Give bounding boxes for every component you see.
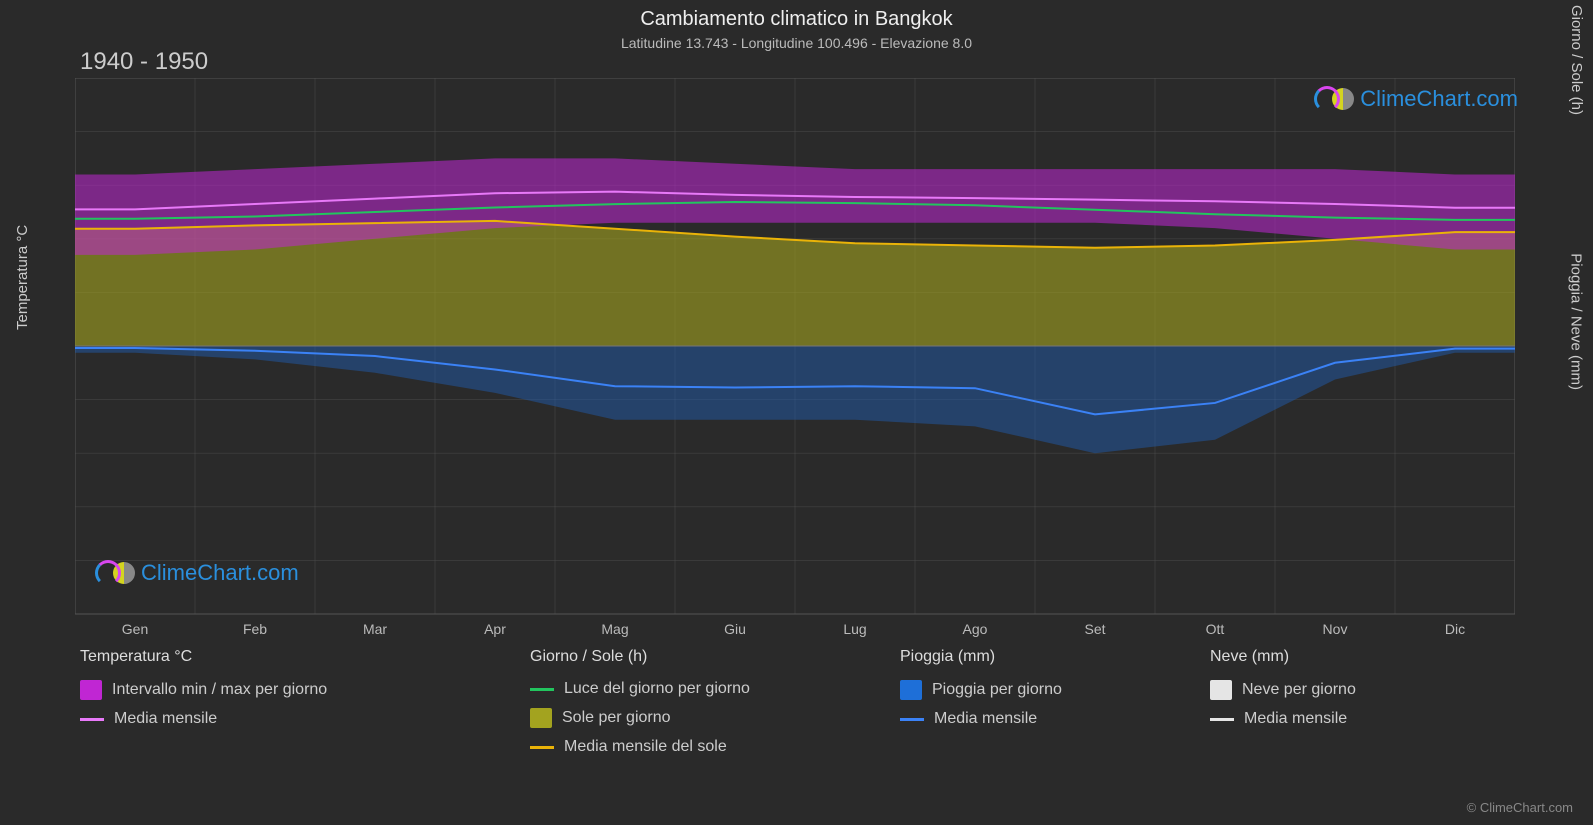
legend-column: Pioggia (mm) Pioggia per giorno Media mens…: [900, 648, 1200, 756]
watermark-bottom: ClimeChart.com: [95, 560, 299, 586]
watermark-top: ClimeChart.com: [1314, 86, 1518, 112]
legend-item: Media mensile: [80, 710, 520, 728]
svg-text:Gen: Gen: [122, 621, 148, 637]
svg-text:Set: Set: [1084, 621, 1105, 637]
y-axis-left-label: Temperatura °C: [14, 225, 31, 330]
legend-label: Neve per giorno: [1242, 681, 1356, 699]
logo-c-icon: [95, 560, 121, 586]
svg-text:Dic: Dic: [1445, 621, 1465, 637]
chart-title: Cambiamento climatico in Bangkok: [0, 0, 1593, 31]
legend-line-icon: [530, 746, 554, 749]
legend-header: Pioggia (mm): [900, 648, 1200, 666]
svg-text:Ago: Ago: [963, 621, 988, 637]
legend-column: Neve (mm) Neve per giorno Media mensile: [1210, 648, 1510, 756]
legend-item: Media mensile: [1210, 710, 1510, 728]
legend-header: Neve (mm): [1210, 648, 1510, 666]
legend-header: Giorno / Sole (h): [530, 648, 890, 666]
legend-column: Giorno / Sole (h) Luce del giorno per gio…: [530, 648, 890, 756]
legend-header: Temperatura °C: [80, 648, 520, 666]
legend-swatch-icon: [80, 680, 102, 700]
y-axis-right-bottom-label: Pioggia / Neve (mm): [1568, 253, 1585, 390]
legend-line-icon: [530, 688, 554, 691]
svg-text:Mar: Mar: [363, 621, 387, 637]
legend-item: Sole per giorno: [530, 708, 890, 728]
legend-label: Media mensile: [934, 710, 1037, 728]
legend-line-icon: [80, 718, 104, 721]
y-axis-right-top-label: Giorno / Sole (h): [1568, 5, 1585, 115]
legend-label: Media mensile del sole: [564, 738, 727, 756]
legend-label: Sole per giorno: [562, 709, 671, 727]
svg-text:Giu: Giu: [724, 621, 746, 637]
svg-text:Mag: Mag: [601, 621, 628, 637]
legend-label: Intervallo min / max per giorno: [112, 681, 327, 699]
svg-text:Apr: Apr: [484, 621, 506, 637]
legend-label: Media mensile: [114, 710, 217, 728]
legend-item: Intervallo min / max per giorno: [80, 680, 520, 700]
legend-item: Media mensile: [900, 710, 1200, 728]
legend-item: Media mensile del sole: [530, 738, 890, 756]
legend-item: Neve per giorno: [1210, 680, 1510, 700]
legend-swatch-icon: [900, 680, 922, 700]
legend-line-icon: [1210, 718, 1234, 721]
svg-text:Lug: Lug: [843, 621, 866, 637]
svg-text:Ott: Ott: [1206, 621, 1225, 637]
legend: Temperatura °C Intervallo min / max per g…: [80, 648, 1520, 756]
watermark-text: ClimeChart.com: [141, 560, 299, 586]
period-label: 1940 - 1950: [80, 48, 208, 76]
watermark-text: ClimeChart.com: [1360, 86, 1518, 112]
chart-subtitle: Latitudine 13.743 - Longitudine 100.496 …: [0, 31, 1593, 51]
legend-label: Media mensile: [1244, 710, 1347, 728]
climate-chart-svg: -50-40-30-20-100102030405006121824010203…: [75, 78, 1515, 638]
legend-line-icon: [900, 718, 924, 721]
legend-label: Luce del giorno per giorno: [564, 680, 750, 698]
legend-swatch-icon: [530, 708, 552, 728]
legend-column: Temperatura °C Intervallo min / max per g…: [80, 648, 520, 756]
legend-item: Luce del giorno per giorno: [530, 680, 890, 698]
legend-swatch-icon: [1210, 680, 1232, 700]
chart-area: -50-40-30-20-100102030405006121824010203…: [75, 78, 1515, 614]
svg-text:Feb: Feb: [243, 621, 267, 637]
svg-text:Nov: Nov: [1323, 621, 1348, 637]
legend-label: Pioggia per giorno: [932, 681, 1062, 699]
copyright-text: © ClimeChart.com: [1467, 800, 1573, 815]
legend-item: Pioggia per giorno: [900, 680, 1200, 700]
